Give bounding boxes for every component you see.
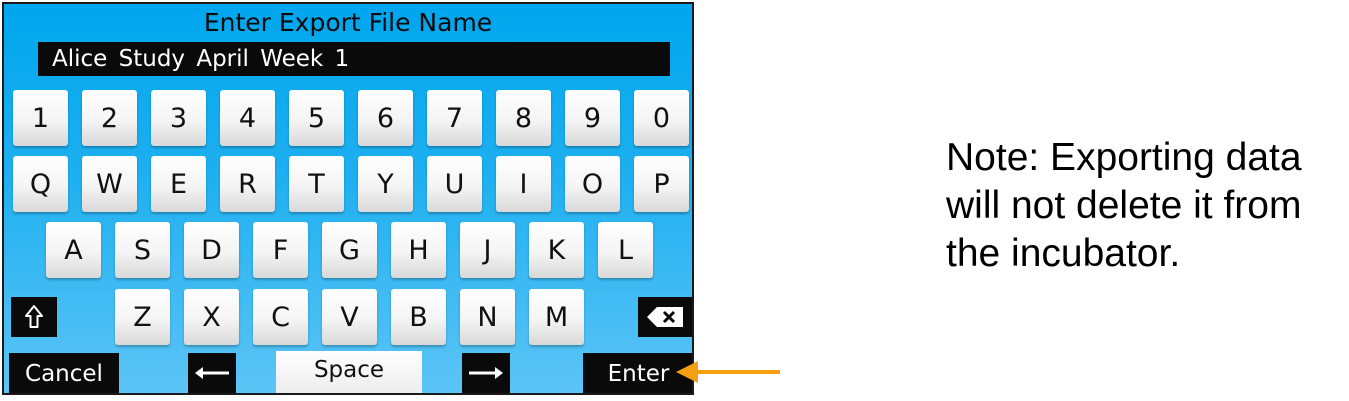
shift-arrow-up-icon <box>25 305 43 328</box>
key-e[interactable]: E <box>151 156 206 212</box>
key-w[interactable]: W <box>82 156 137 212</box>
pointer-arrow-left-icon <box>676 361 780 383</box>
key-8[interactable]: 8 <box>496 90 551 146</box>
key-d[interactable]: D <box>184 222 239 278</box>
key-5[interactable]: 5 <box>289 90 344 146</box>
key-f[interactable]: F <box>253 222 308 278</box>
cursor-right-button[interactable] <box>462 353 510 393</box>
export-note: Note: Exporting data will not delete it … <box>946 136 1302 275</box>
key-3[interactable]: 3 <box>151 90 206 146</box>
key-h[interactable]: H <box>391 222 446 278</box>
arrow-right-icon <box>469 367 503 379</box>
key-t[interactable]: T <box>289 156 344 212</box>
key-m[interactable]: M <box>529 289 584 345</box>
key-g[interactable]: G <box>322 222 377 278</box>
cursor-left-button[interactable] <box>188 353 236 393</box>
key-b[interactable]: B <box>391 289 446 345</box>
cancel-button[interactable]: Cancel <box>9 353 119 393</box>
key-r[interactable]: R <box>220 156 275 212</box>
key-c[interactable]: C <box>253 289 308 345</box>
key-u[interactable]: U <box>427 156 482 212</box>
file-name-input[interactable]: Alice Study April Week 1 <box>38 42 670 76</box>
key-v[interactable]: V <box>322 289 377 345</box>
key-k[interactable]: K <box>529 222 584 278</box>
key-4[interactable]: 4 <box>220 90 275 146</box>
shift-button[interactable] <box>11 297 57 337</box>
key-o[interactable]: O <box>565 156 620 212</box>
key-y[interactable]: Y <box>358 156 413 212</box>
dialog-title: Enter Export File Name <box>203 8 493 37</box>
key-a[interactable]: A <box>46 222 101 278</box>
export-keyboard-screen: Enter Export File Name Alice Study April… <box>2 2 694 395</box>
key-x[interactable]: X <box>184 289 239 345</box>
key-z[interactable]: Z <box>115 289 170 345</box>
key-7[interactable]: 7 <box>427 90 482 146</box>
key-n[interactable]: N <box>460 289 515 345</box>
key-6[interactable]: 6 <box>358 90 413 146</box>
backspace-button[interactable] <box>638 297 692 337</box>
key-l[interactable]: L <box>598 222 653 278</box>
key-q[interactable]: Q <box>13 156 68 212</box>
key-s[interactable]: S <box>115 222 170 278</box>
key-0[interactable]: 0 <box>634 90 689 146</box>
key-2[interactable]: 2 <box>82 90 137 146</box>
key-j[interactable]: J <box>460 222 515 278</box>
key-i[interactable]: I <box>496 156 551 212</box>
key-9[interactable]: 9 <box>565 90 620 146</box>
enter-button[interactable]: Enter <box>583 353 692 393</box>
key-1[interactable]: 1 <box>13 90 68 146</box>
arrow-left-icon <box>195 367 229 379</box>
space-button[interactable]: Space <box>276 351 422 393</box>
key-p[interactable]: P <box>634 156 689 212</box>
backspace-x-icon <box>647 307 683 327</box>
